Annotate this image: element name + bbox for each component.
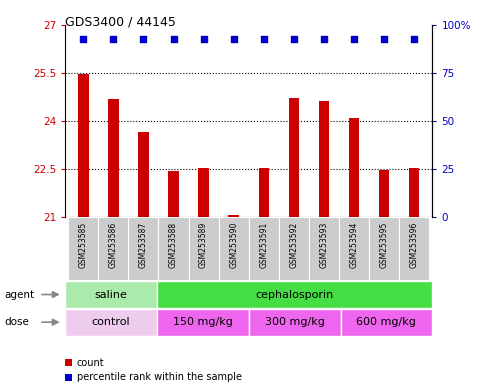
Text: saline: saline — [95, 290, 128, 300]
Text: GSM253588: GSM253588 — [169, 222, 178, 268]
Bar — [249, 309, 341, 336]
Text: GSM253589: GSM253589 — [199, 222, 208, 268]
Text: GSM253595: GSM253595 — [380, 222, 389, 268]
Bar — [78, 74, 88, 217]
Point — [110, 36, 117, 43]
Bar — [279, 217, 309, 280]
Bar — [289, 98, 299, 217]
Text: count: count — [77, 358, 105, 368]
Text: GSM253593: GSM253593 — [319, 222, 328, 268]
Point — [79, 36, 87, 43]
Bar — [158, 217, 188, 280]
Bar — [128, 217, 158, 280]
Text: GSM253594: GSM253594 — [350, 222, 358, 268]
Bar — [369, 217, 399, 280]
Bar — [65, 281, 157, 308]
Bar — [168, 170, 179, 217]
Text: percentile rank within the sample: percentile rank within the sample — [77, 372, 242, 382]
Text: cephalosporin: cephalosporin — [256, 290, 334, 300]
Point — [290, 36, 298, 43]
Text: GSM253590: GSM253590 — [229, 222, 238, 268]
Point — [260, 36, 268, 43]
Text: GSM253586: GSM253586 — [109, 222, 118, 268]
Bar — [409, 168, 420, 217]
Bar — [258, 168, 269, 217]
Point — [380, 36, 388, 43]
Bar — [309, 217, 339, 280]
Point — [140, 36, 147, 43]
Bar — [157, 309, 249, 336]
Bar — [219, 217, 249, 280]
Text: agent: agent — [5, 290, 35, 300]
Bar — [319, 101, 329, 217]
Point — [200, 36, 208, 43]
Point — [320, 36, 328, 43]
Bar — [108, 99, 119, 217]
Bar — [68, 217, 99, 280]
Point — [230, 36, 238, 43]
Bar — [399, 217, 429, 280]
Text: GSM253596: GSM253596 — [410, 222, 419, 268]
Text: GSM253591: GSM253591 — [259, 222, 268, 268]
Bar — [99, 217, 128, 280]
Bar — [199, 168, 209, 217]
Bar — [339, 217, 369, 280]
Bar — [249, 217, 279, 280]
Text: control: control — [92, 317, 130, 327]
Text: 600 mg/kg: 600 mg/kg — [356, 317, 416, 327]
Bar — [349, 118, 359, 217]
Point — [350, 36, 358, 43]
Text: dose: dose — [5, 317, 30, 327]
Bar — [65, 309, 157, 336]
Text: GDS3400 / 44145: GDS3400 / 44145 — [65, 15, 176, 28]
Point — [170, 36, 177, 43]
Bar — [138, 132, 149, 217]
Point — [411, 36, 418, 43]
Bar — [188, 217, 219, 280]
Bar — [379, 170, 389, 217]
Text: 300 mg/kg: 300 mg/kg — [265, 317, 325, 327]
Bar — [157, 281, 432, 308]
Bar — [341, 309, 432, 336]
Text: GSM253592: GSM253592 — [289, 222, 298, 268]
Text: GSM253587: GSM253587 — [139, 222, 148, 268]
Text: GSM253585: GSM253585 — [79, 222, 88, 268]
Bar — [228, 215, 239, 217]
Text: 150 mg/kg: 150 mg/kg — [173, 317, 233, 327]
